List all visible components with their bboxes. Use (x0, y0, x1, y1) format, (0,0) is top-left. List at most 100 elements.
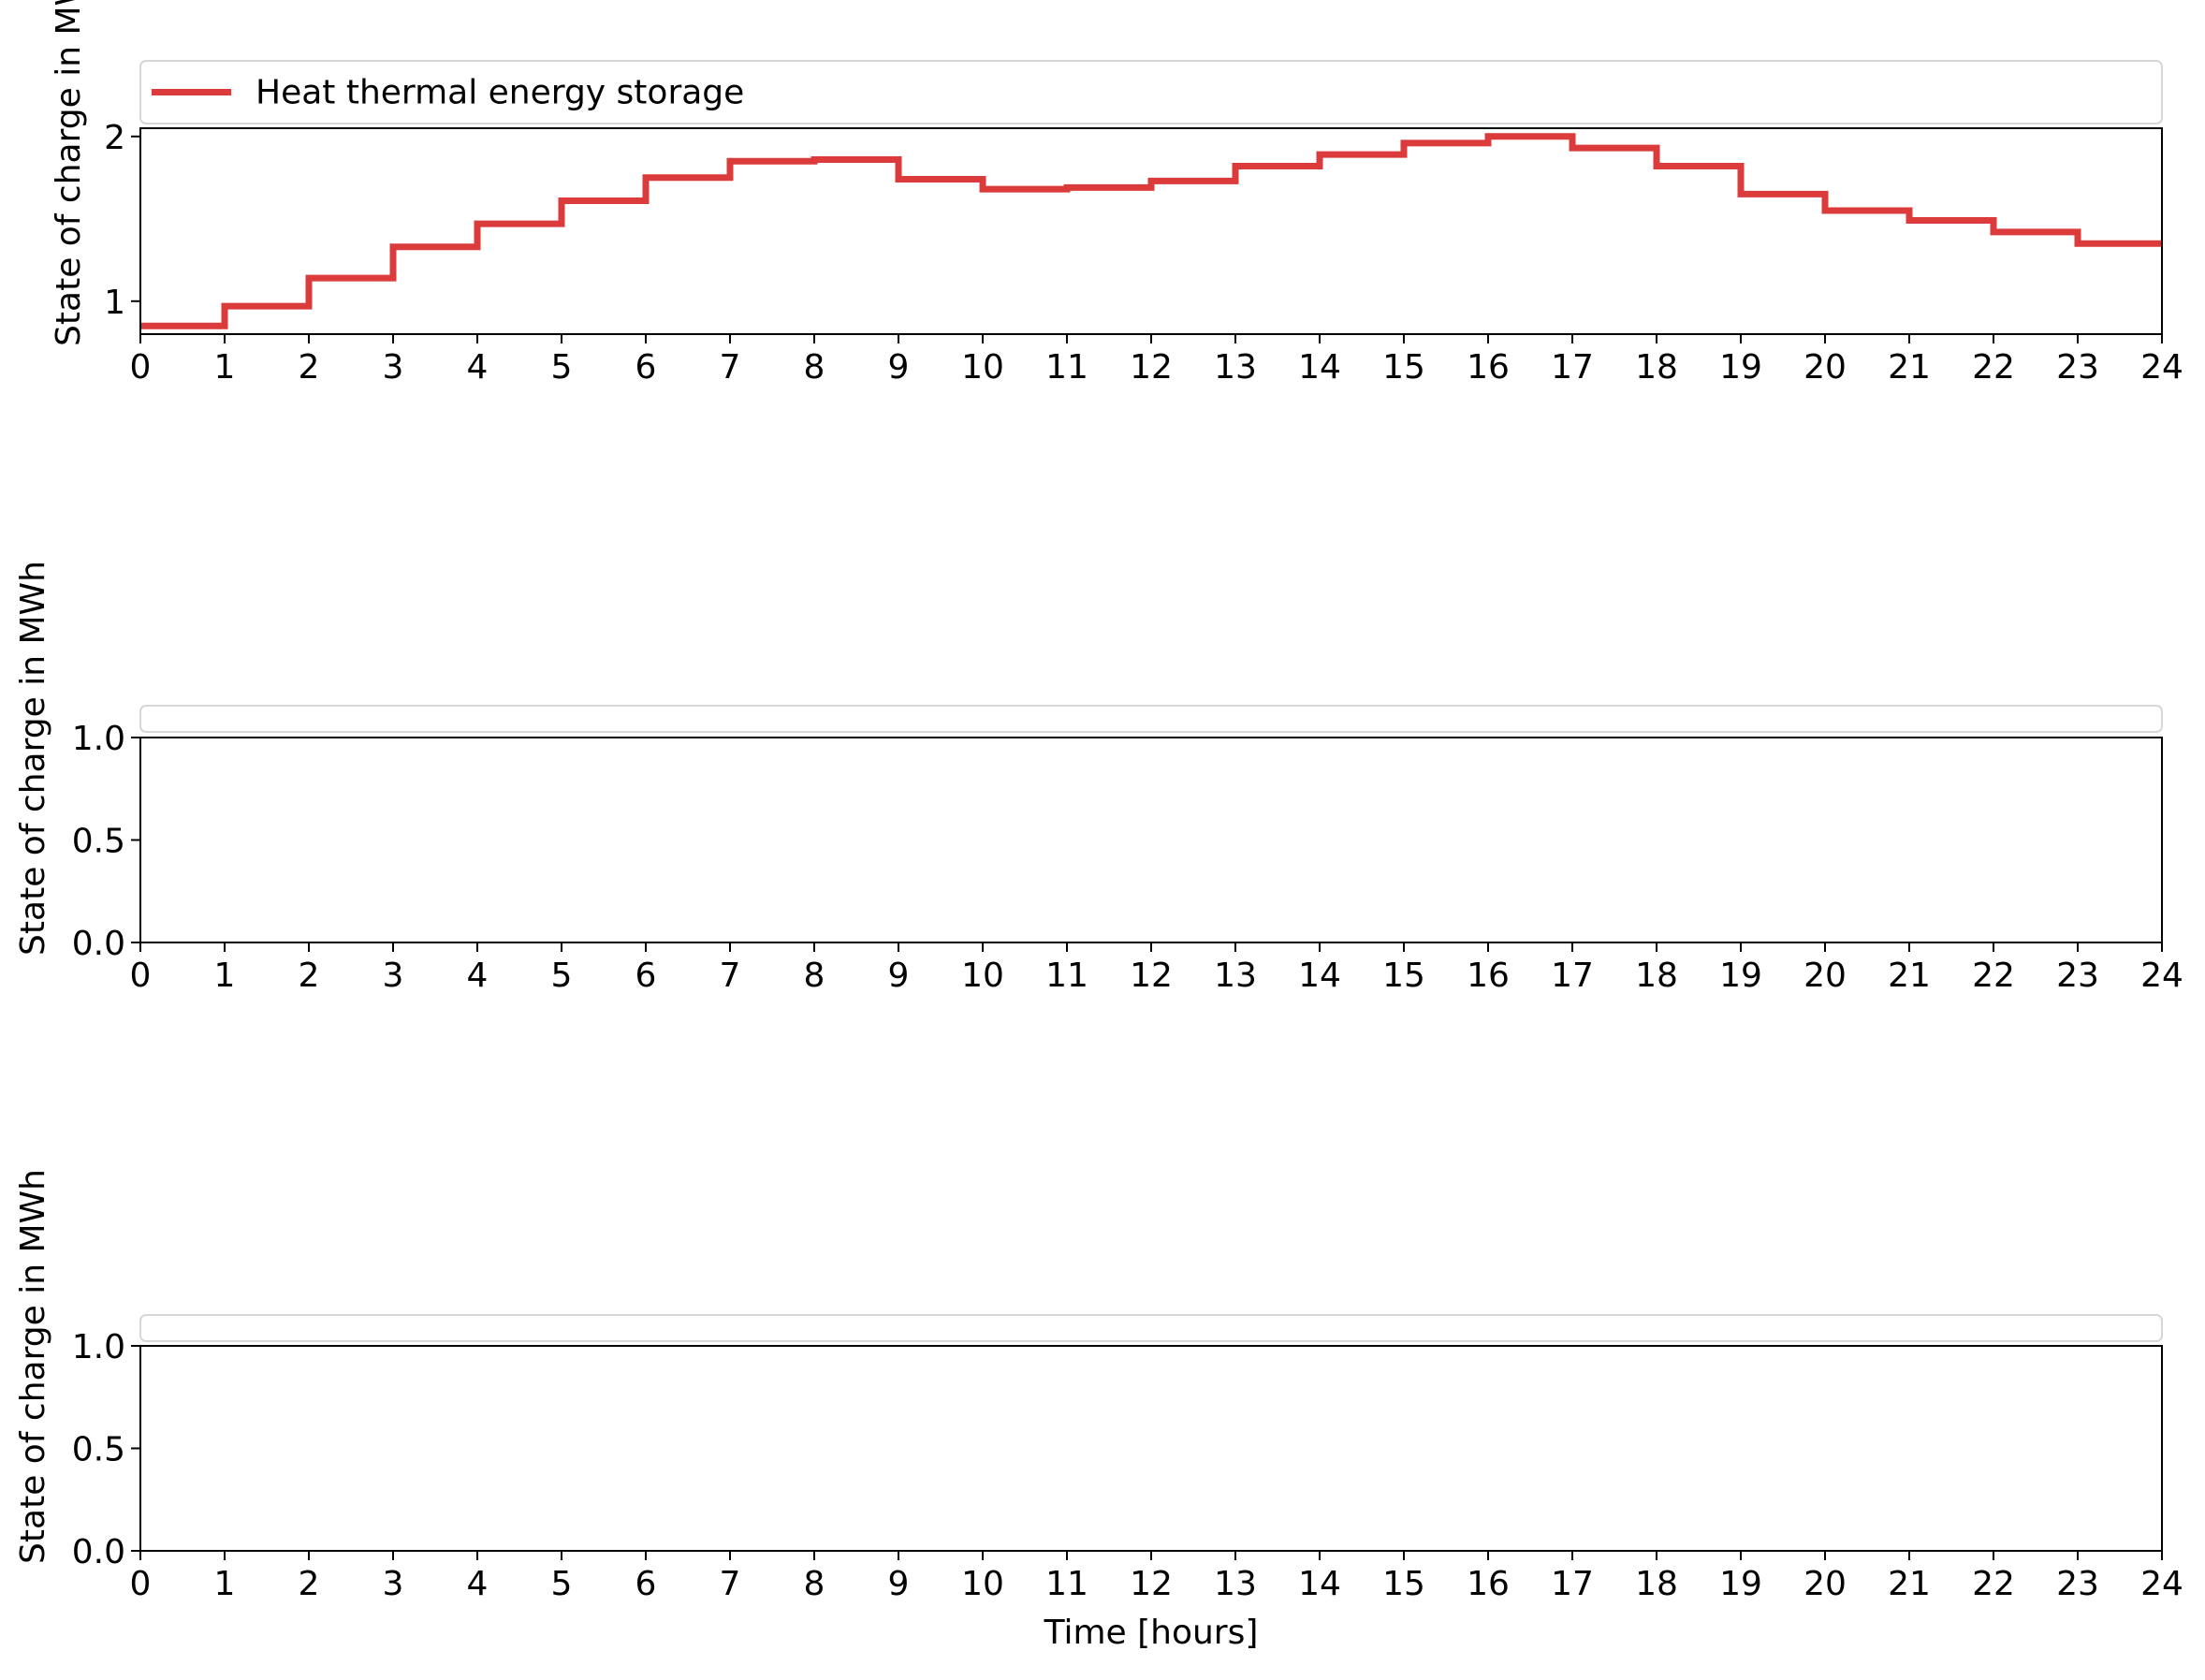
legend-box (139, 705, 2163, 733)
x-tick-label: 22 (1972, 957, 2015, 995)
x-tick-label: 9 (888, 957, 910, 995)
y-tick-label: 1 (104, 284, 125, 322)
subplot-3: 0 1 2 3 4 5 6 7 8 9 10 11 12 13 14 15 16 17 18 19 20 21 22 23 24… (14, 1169, 2183, 1652)
x-tick-label: 5 (551, 348, 573, 387)
x-tick-label: 0 (130, 348, 152, 387)
plot-frame (139, 1345, 2163, 1552)
x-tick-label: 17 (1551, 348, 1594, 387)
plot-frame (139, 737, 2163, 943)
x-tick-label: 23 (2056, 348, 2099, 387)
x-tick-label: 20 (1803, 1565, 1847, 1603)
x-tick-label: 1 (214, 957, 236, 995)
x-tick-label: 3 (383, 957, 404, 995)
x-tick-label: 21 (1888, 1565, 1931, 1603)
x-tick-label: 14 (1298, 957, 1341, 995)
x-tick-label: 0 (130, 1565, 152, 1603)
y-tick-label: 0.5 (72, 823, 125, 861)
x-tick-label: 2 (299, 1565, 320, 1603)
x-axis-label: Time [hours] (1044, 1614, 1259, 1652)
x-tick-label: 11 (1045, 1565, 1088, 1603)
x-tick-label: 13 (1214, 1565, 1257, 1603)
x-tick-label: 8 (804, 1565, 825, 1603)
y-axis-label: State of charge in MWh (50, 0, 88, 346)
x-tick-label: 9 (888, 348, 910, 387)
x-tick-label: 2 (299, 957, 320, 995)
x-tick-label: 14 (1298, 348, 1341, 387)
x-tick-label: 13 (1214, 348, 1257, 387)
x-tick-label: 15 (1382, 1565, 1425, 1603)
x-tick-label: 18 (1635, 957, 1678, 995)
x-tick-label: 16 (1467, 348, 1510, 387)
x-tick-label: 19 (1719, 348, 1762, 387)
x-tick-label: 9 (888, 1565, 910, 1603)
x-tick-label: 7 (720, 957, 741, 995)
x-tick-label: 24 (2140, 957, 2183, 995)
legend: Heat thermal energy storage (139, 60, 2163, 124)
x-tick-label: 19 (1719, 1565, 1762, 1603)
x-tick-label: 15 (1382, 348, 1425, 387)
x-tick-label: 12 (1130, 348, 1173, 387)
x-tick-label: 3 (383, 1565, 404, 1603)
x-tick-label: 23 (2056, 1565, 2099, 1603)
x-tick-label: 10 (961, 1565, 1004, 1603)
x-tick-label: 11 (1045, 957, 1088, 995)
x-tick-label: 16 (1467, 1565, 1510, 1603)
x-tick-label: 7 (720, 348, 741, 387)
y-axis-label: State of charge in MWh (14, 1169, 52, 1564)
legend (139, 705, 2163, 733)
x-tick-label: 1 (214, 348, 236, 387)
x-tick-label: 7 (720, 1565, 741, 1603)
subplot-2: 0 1 2 3 4 5 6 7 8 9 10 11 12 13 14 15 16 17 18 19 20 21 22 23 24… (14, 561, 2183, 995)
y-tick-label: 1.0 (72, 720, 125, 758)
x-tick-label: 4 (467, 1565, 489, 1603)
legend-label: Heat thermal energy storage (256, 74, 744, 112)
x-tick-label: 0 (130, 957, 152, 995)
y-axis-label: State of charge in MWh (14, 561, 52, 956)
x-tick-label: 3 (383, 348, 404, 387)
x-tick-label: 15 (1382, 957, 1425, 995)
x-tick-label: 24 (2140, 1565, 2183, 1603)
x-tick-label: 5 (551, 1565, 573, 1603)
x-tick-label: 24 (2140, 348, 2183, 387)
x-tick-label: 13 (1214, 957, 1257, 995)
x-tick-label: 21 (1888, 348, 1931, 387)
x-tick-label: 5 (551, 957, 573, 995)
x-tick-label: 4 (467, 348, 489, 387)
x-tick-label: 12 (1130, 1565, 1173, 1603)
x-tick-label: 18 (1635, 348, 1678, 387)
x-tick-label: 8 (804, 957, 825, 995)
x-tick-label: 8 (804, 348, 825, 387)
legend-box (139, 1314, 2163, 1342)
legend (139, 1314, 2163, 1342)
x-tick-label: 20 (1803, 348, 1847, 387)
y-tick-label: 1.0 (72, 1328, 125, 1366)
x-tick-label: 1 (214, 1565, 236, 1603)
x-tick-label: 23 (2056, 957, 2099, 995)
x-tick-label: 14 (1298, 1565, 1341, 1603)
x-tick-label: 2 (299, 348, 320, 387)
x-tick-label: 10 (961, 348, 1004, 387)
x-tick-label: 6 (635, 1565, 657, 1603)
x-tick-label: 16 (1467, 957, 1510, 995)
x-tick-label: 6 (635, 957, 657, 995)
y-tick-label: 0.0 (72, 1533, 125, 1571)
x-tick-label: 4 (467, 957, 489, 995)
y-tick-label: 0.5 (72, 1431, 125, 1469)
x-tick-label: 17 (1551, 1565, 1594, 1603)
x-tick-label: 22 (1972, 1565, 2015, 1603)
x-tick-label: 22 (1972, 348, 2015, 387)
y-tick-label: 2 (104, 119, 125, 157)
x-tick-label: 17 (1551, 957, 1594, 995)
x-tick-label: 12 (1130, 957, 1173, 995)
legend-box (139, 60, 2163, 124)
plot-frame (139, 127, 2163, 335)
x-tick-label: 19 (1719, 957, 1762, 995)
x-tick-label: 18 (1635, 1565, 1678, 1603)
x-tick-label: 10 (961, 957, 1004, 995)
x-tick-label: 6 (635, 348, 657, 387)
series-line (140, 133, 2162, 329)
x-tick-label: 21 (1888, 957, 1931, 995)
x-tick-label: 11 (1045, 348, 1088, 387)
